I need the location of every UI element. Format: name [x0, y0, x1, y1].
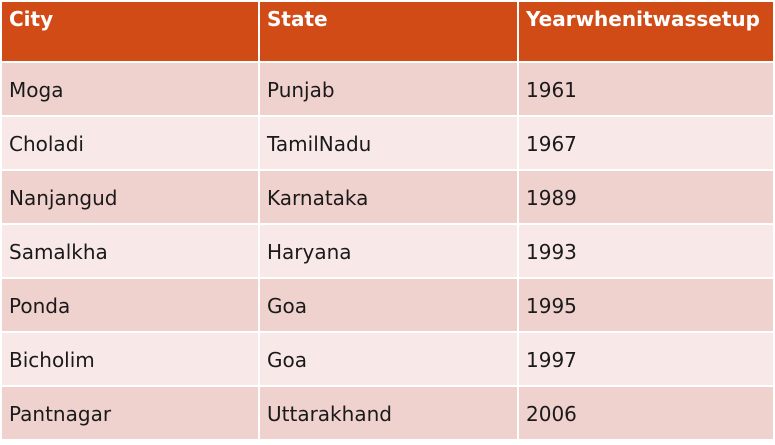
header-state: State [259, 2, 519, 63]
cell-state: Karnataka [259, 170, 519, 225]
table-row: Bicholim Goa 1997 [2, 332, 773, 387]
table-row: Nanjangud Karnataka 1989 [2, 170, 773, 225]
cell-year: 2006 [518, 386, 773, 441]
cell-year: 1967 [518, 116, 773, 171]
cell-city: Nanjangud [2, 170, 260, 225]
cell-state: Punjab [259, 62, 519, 117]
table-header-row: City State Yearwhenitwassetup [2, 2, 773, 63]
header-year: Yearwhenitwassetup [518, 2, 773, 63]
cell-state: Haryana [259, 224, 519, 279]
cell-year: 1993 [518, 224, 773, 279]
table-row: Choladi TamilNadu 1967 [2, 116, 773, 171]
cell-state: TamilNadu [259, 116, 519, 171]
cell-city: Samalkha [2, 224, 260, 279]
cell-year: 1995 [518, 278, 773, 333]
cell-year: 1961 [518, 62, 773, 117]
table-row: Ponda Goa 1995 [2, 278, 773, 333]
cell-city: Pantnagar [2, 386, 260, 441]
cell-city: Moga [2, 62, 260, 117]
cell-state: Uttarakhand [259, 386, 519, 441]
table-row: Moga Punjab 1961 [2, 62, 773, 117]
header-city: City [2, 2, 260, 63]
cell-year: 1997 [518, 332, 773, 387]
cell-city: Choladi [2, 116, 260, 171]
table-row: Pantnagar Uttarakhand 2006 [2, 386, 773, 441]
cell-city: Bicholim [2, 332, 260, 387]
cell-state: Goa [259, 332, 519, 387]
cell-city: Ponda [2, 278, 260, 333]
cell-state: Goa [259, 278, 519, 333]
cell-year: 1989 [518, 170, 773, 225]
table-row: Samalkha Haryana 1993 [2, 224, 773, 279]
